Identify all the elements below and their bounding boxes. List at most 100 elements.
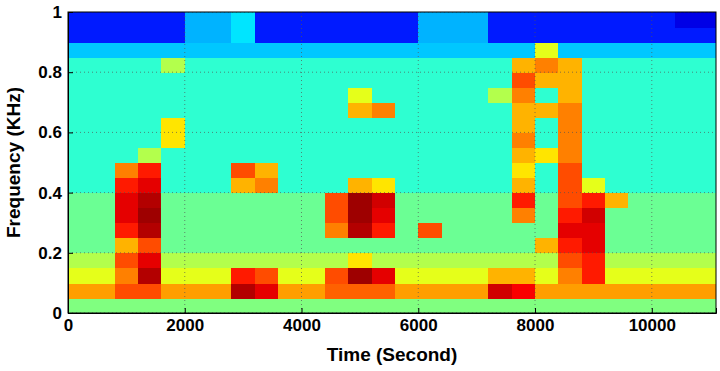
heatmap-cell — [605, 283, 629, 299]
heatmap-cell — [325, 147, 349, 163]
heatmap-cell — [302, 283, 326, 299]
heatmap-cell — [512, 193, 536, 209]
heatmap-cell — [68, 27, 92, 43]
heatmap-cell — [418, 132, 442, 148]
x-tick: 4000 — [283, 308, 321, 335]
heatmap-cell — [605, 298, 629, 313]
heatmap-cell — [372, 27, 396, 43]
heatmap-cell — [138, 42, 162, 58]
heatmap-cell — [535, 27, 559, 43]
heatmap-cell — [605, 238, 629, 254]
heatmap-cell — [535, 147, 559, 163]
heatmap-cell — [465, 12, 489, 28]
heatmap-cell — [698, 253, 716, 269]
heatmap-cell — [325, 208, 349, 224]
heatmap-cell — [418, 87, 442, 103]
heatmap-cell — [395, 178, 419, 194]
heatmap-cell — [558, 178, 582, 194]
heatmap-cell — [231, 27, 255, 43]
heatmap-cell — [418, 253, 442, 269]
heatmap-cell — [465, 117, 489, 133]
heatmap-cell — [418, 117, 442, 133]
heatmap-cell — [395, 132, 419, 148]
x-tick-label: 2000 — [166, 316, 204, 335]
x-tick-mark — [652, 308, 653, 313]
heatmap-cell — [652, 268, 676, 284]
heatmap-cell — [652, 57, 676, 73]
heatmap-cell — [698, 268, 716, 284]
heatmap-cell — [372, 193, 396, 209]
heatmap-cell — [488, 268, 512, 284]
heatmap-cell — [442, 27, 466, 43]
heatmap-cell — [325, 268, 349, 284]
heatmap-cell — [325, 27, 349, 43]
heatmap-cell — [255, 223, 279, 239]
heatmap-cell — [115, 117, 139, 133]
heatmap-cell — [255, 147, 279, 163]
heatmap-cell — [208, 193, 232, 209]
heatmap-cell — [582, 72, 606, 88]
heatmap-cell — [231, 268, 255, 284]
x-tick: 10000 — [629, 308, 676, 335]
heatmap-cell — [91, 87, 115, 103]
heatmap-cell — [488, 42, 512, 58]
heatmap-cell — [115, 238, 139, 254]
heatmap-cell — [161, 117, 185, 133]
heatmap-cell — [325, 57, 349, 73]
x-tick: 2000 — [166, 308, 204, 335]
heatmap-cell — [512, 223, 536, 239]
heatmap-cell — [68, 253, 92, 269]
heatmap-cell — [138, 178, 162, 194]
grid-line-y — [68, 132, 716, 133]
heatmap-cell — [488, 72, 512, 88]
heatmap-cell — [488, 147, 512, 163]
y-tick: 0.4 — [38, 184, 73, 203]
heatmap-cell — [231, 147, 255, 163]
heatmap-cell — [255, 268, 279, 284]
heatmap-cell — [302, 132, 326, 148]
heatmap-cell — [698, 283, 716, 299]
heatmap-cell — [512, 132, 536, 148]
heatmap-cell — [325, 238, 349, 254]
heatmap-cell — [395, 268, 419, 284]
grid-line-y — [68, 252, 716, 253]
heatmap-cell — [465, 268, 489, 284]
heatmap-cell — [652, 87, 676, 103]
heatmap-cell — [605, 42, 629, 58]
heatmap-cell — [535, 132, 559, 148]
heatmap-cell — [418, 57, 442, 73]
heatmap-cell — [302, 72, 326, 88]
heatmap-cell — [558, 27, 582, 43]
heatmap-cell — [582, 253, 606, 269]
heatmap-cell — [302, 268, 326, 284]
heatmap-cell — [605, 72, 629, 88]
heatmap-cell — [278, 223, 302, 239]
heatmap-cell — [582, 117, 606, 133]
heatmap-cell — [138, 283, 162, 299]
heatmap-cell — [302, 208, 326, 224]
heatmap-cell — [325, 178, 349, 194]
heatmap-cell — [558, 42, 582, 58]
heatmap-cell — [675, 57, 699, 73]
heatmap-cell — [698, 132, 716, 148]
heatmap-cell — [558, 87, 582, 103]
heatmap-cell — [395, 253, 419, 269]
heatmap-cell — [231, 12, 255, 28]
heatmap-cell — [91, 193, 115, 209]
heatmap-cell — [348, 283, 372, 299]
heatmap-cell — [442, 208, 466, 224]
heatmap-cell — [628, 283, 652, 299]
heatmap-cell — [698, 147, 716, 163]
heatmap-cell — [582, 12, 606, 28]
heatmap-cell — [512, 87, 536, 103]
heatmap-cell — [138, 298, 162, 313]
heatmap-cell — [442, 42, 466, 58]
heatmap-cell — [278, 12, 302, 28]
x-tick-label: 4000 — [283, 316, 321, 335]
grid-line-y — [68, 72, 716, 73]
heatmap-cell — [582, 27, 606, 43]
heatmap-cell — [348, 102, 372, 118]
heatmap-cell — [278, 163, 302, 179]
heatmap-cell — [558, 298, 582, 313]
heatmap-cell — [535, 117, 559, 133]
